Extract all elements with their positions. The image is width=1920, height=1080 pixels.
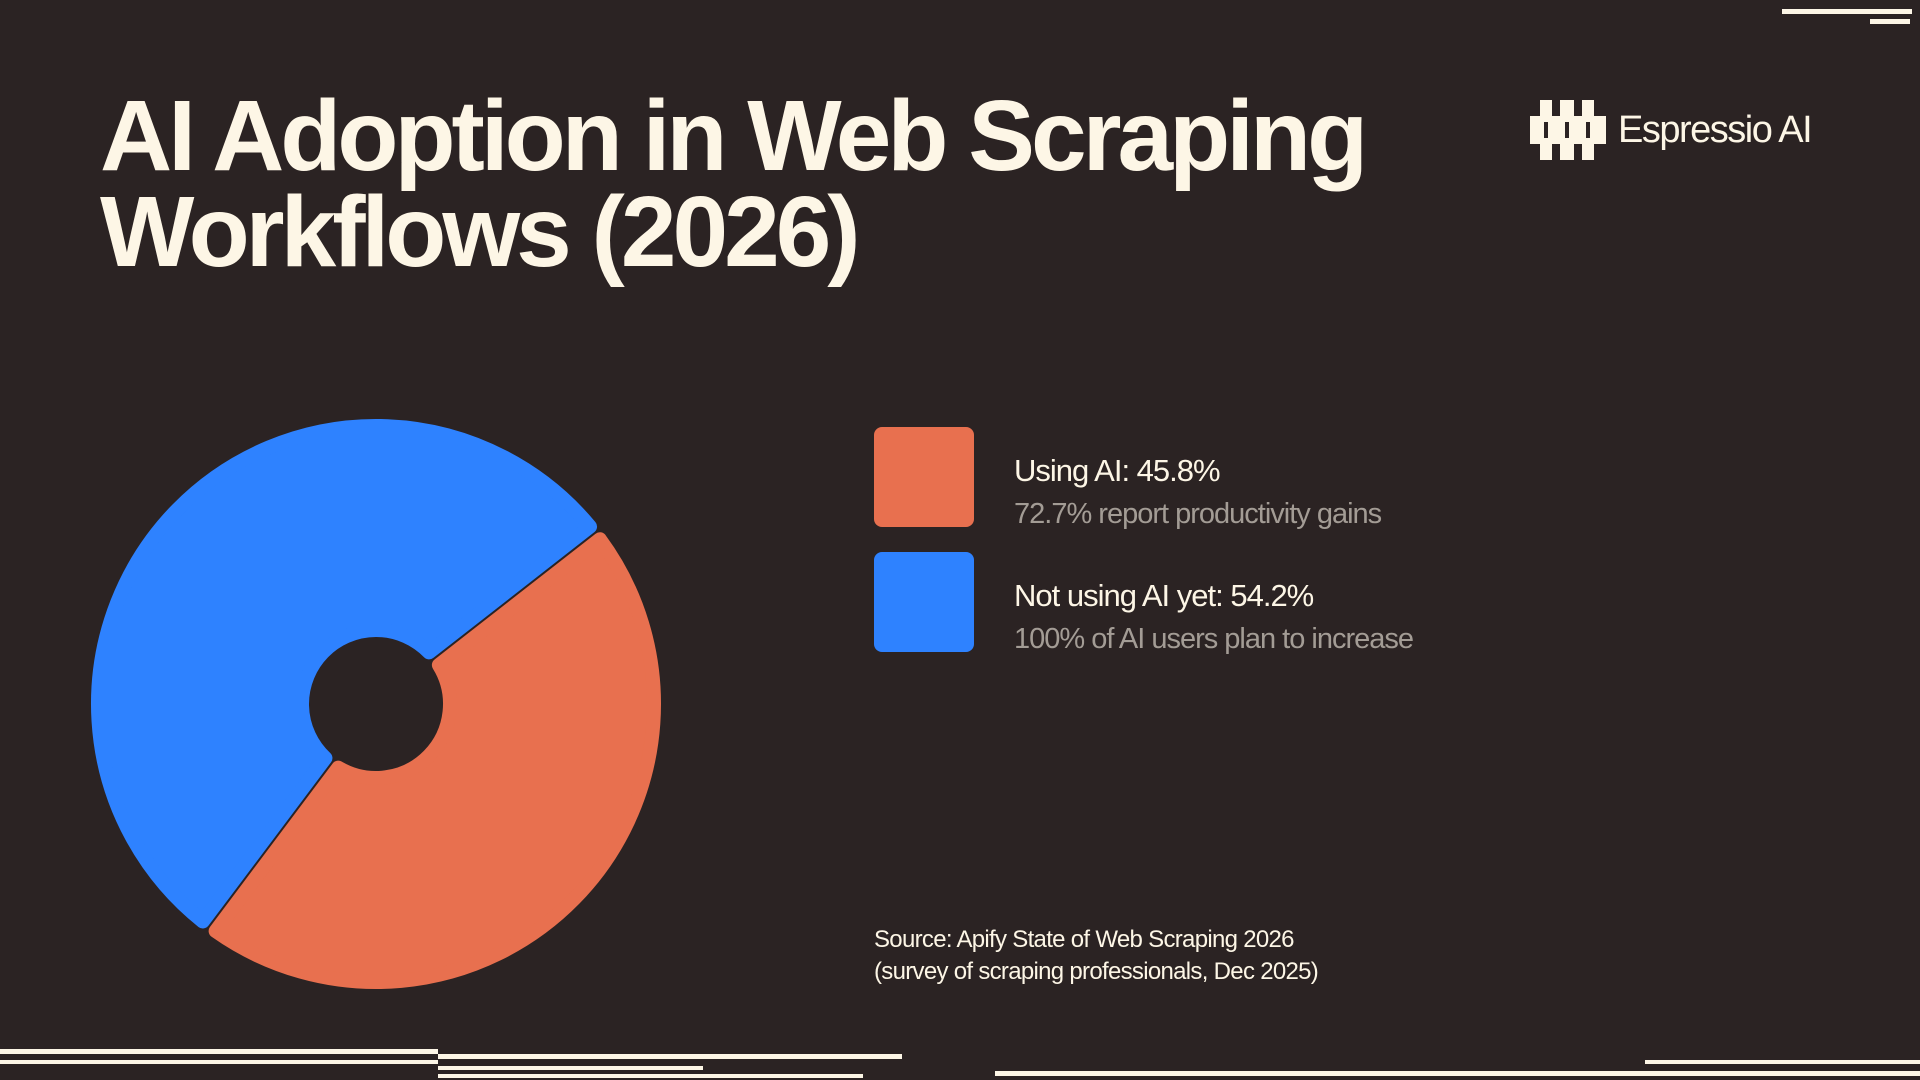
legend-label-using-ai: Using AI: 45.8% — [1014, 453, 1221, 488]
decorative-line — [438, 1074, 863, 1078]
source-line-2: (survey of scraping professionals, Dec 2… — [874, 958, 1319, 985]
decorative-line — [0, 1049, 438, 1054]
legend-label-not-using-ai: Not using AI yet: 54.2% — [1014, 578, 1314, 613]
title-line-2: Workflows (2026) — [100, 176, 861, 288]
brand-name: Espressio AI — [1618, 108, 1813, 151]
page-title: AI Adoption in Web Scraping Workflows (2… — [100, 80, 1400, 288]
legend-item-not-using-ai: Not using AI yet: 54.2% 100% of AI users… — [874, 552, 1414, 659]
donut-slice-not-using-ai-yet — [91, 419, 598, 929]
decorative-line — [0, 1060, 438, 1064]
decorative-line — [438, 1066, 703, 1070]
legend-swatch-using-ai — [874, 427, 974, 527]
legend-subtext-not-using-ai: 100% of AI users plan to increase — [1014, 623, 1414, 655]
title-line-1: AI Adoption in Web Scraping — [100, 80, 1368, 192]
decorative-line — [1782, 9, 1912, 14]
decorative-line — [1645, 1060, 1920, 1064]
decorative-line — [995, 1071, 1920, 1076]
donut-slice-using-ai — [208, 532, 661, 989]
decorative-line — [438, 1054, 902, 1059]
espressio-logo-icon — [1530, 100, 1606, 160]
legend-swatch-not-using-ai — [874, 552, 974, 652]
source-line-1: Source: Apify State of Web Scraping 2026 — [874, 926, 1295, 953]
legend-item-using-ai: Using AI: 45.8% 72.7% report productivit… — [874, 427, 1382, 534]
brand-logo: Espressio AI — [1530, 98, 1813, 162]
decorative-line — [1870, 19, 1910, 24]
donut-chart — [91, 419, 661, 989]
legend-subtext-using-ai: 72.7% report productivity gains — [1014, 498, 1382, 530]
source-note: Source: Apify State of Web Scraping 2026… — [874, 924, 1319, 988]
